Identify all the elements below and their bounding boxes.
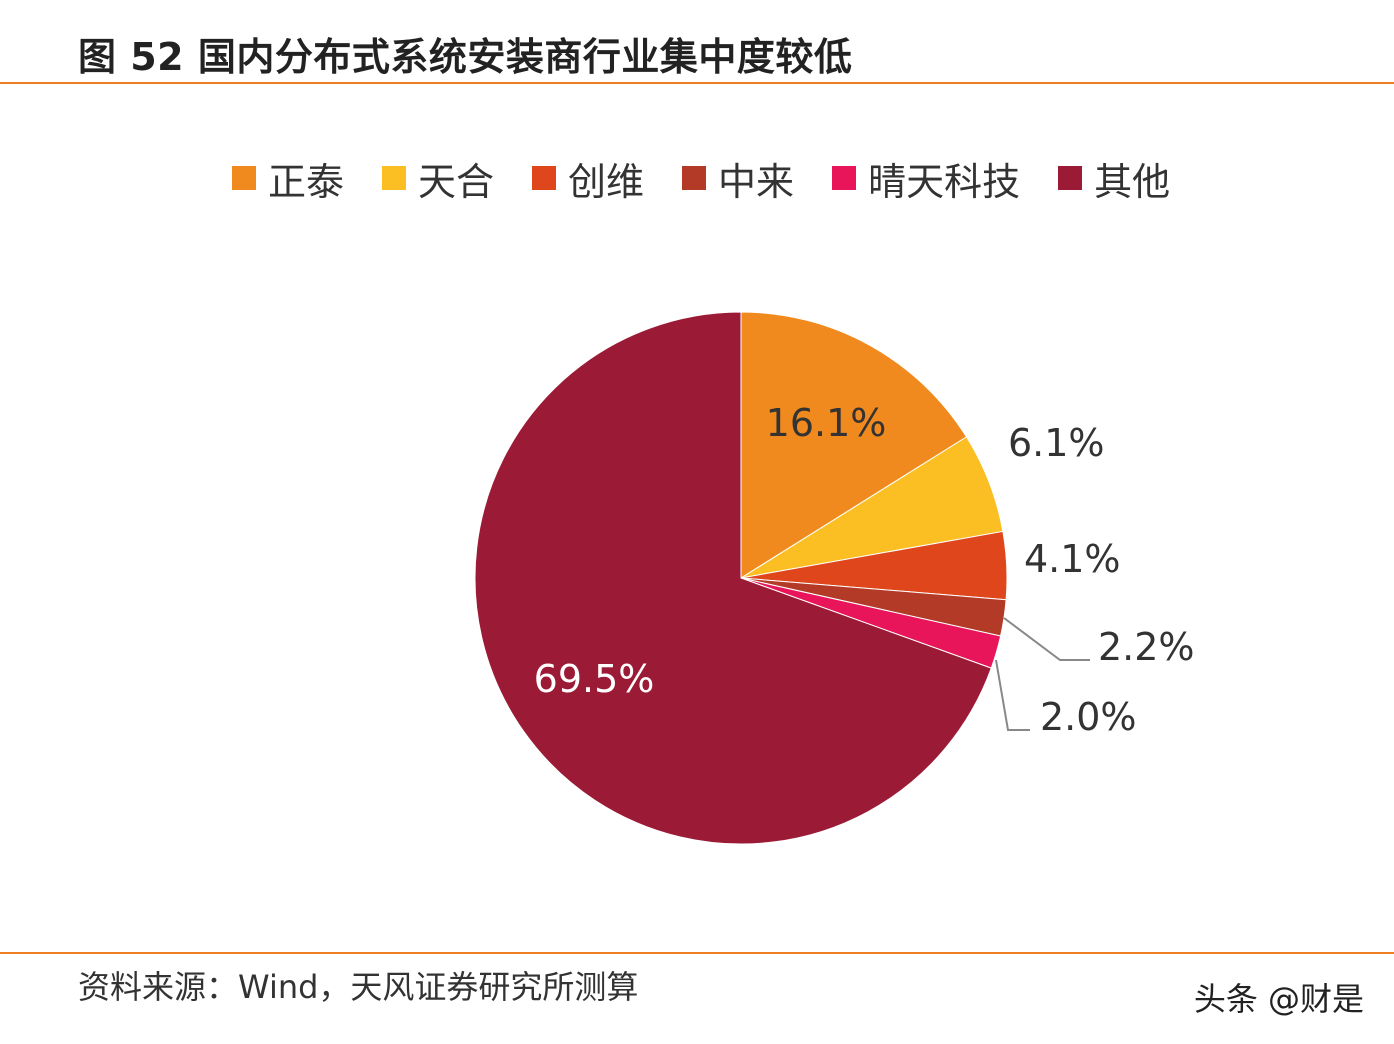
leader-line	[995, 659, 1030, 731]
legend-label: 天合	[418, 159, 495, 204]
data-label: 16.1%	[766, 401, 887, 445]
leader-line	[1003, 617, 1090, 661]
source-note: 资料来源：Wind，天风证券研究所测算	[78, 968, 639, 1006]
legend-swatch	[1058, 166, 1083, 190]
data-label: 2.0%	[1040, 695, 1137, 739]
legend-label: 中来	[718, 159, 795, 204]
legend-item: 正泰	[232, 151, 344, 206]
legend-swatch	[532, 166, 557, 190]
legend-item: 天合	[382, 151, 494, 206]
legend-swatch	[232, 166, 256, 190]
legend-item: 创维	[532, 151, 644, 206]
data-label: 2.2%	[1098, 625, 1195, 669]
watermark: 头条 @财是	[1193, 980, 1364, 1018]
chart-legend: 正泰 天合 创维 中来 晴天科技 其他	[232, 152, 1208, 204]
legend-item: 中来	[682, 151, 794, 206]
legend-item: 其他	[1058, 151, 1170, 206]
pie-slice-6	[474, 311, 992, 845]
legend-swatch	[382, 166, 407, 190]
legend-item: 晴天科技	[832, 151, 1020, 206]
title-divider	[0, 82, 1394, 84]
data-label: 69.5%	[534, 657, 655, 701]
legend-label: 其他	[1094, 159, 1171, 204]
legend-label: 晴天科技	[868, 159, 1021, 204]
legend-swatch	[832, 166, 857, 190]
data-label: 6.1%	[1008, 421, 1105, 465]
legend-label: 正泰	[268, 159, 345, 204]
footer-divider	[0, 952, 1394, 954]
figure-title: 图 52 国内分布式系统安装商行业集中度较低	[78, 35, 853, 79]
legend-label: 创维	[568, 159, 645, 204]
pie-slice-1	[740, 311, 968, 579]
data-label: 4.1%	[1024, 537, 1121, 581]
legend-swatch	[682, 166, 707, 190]
